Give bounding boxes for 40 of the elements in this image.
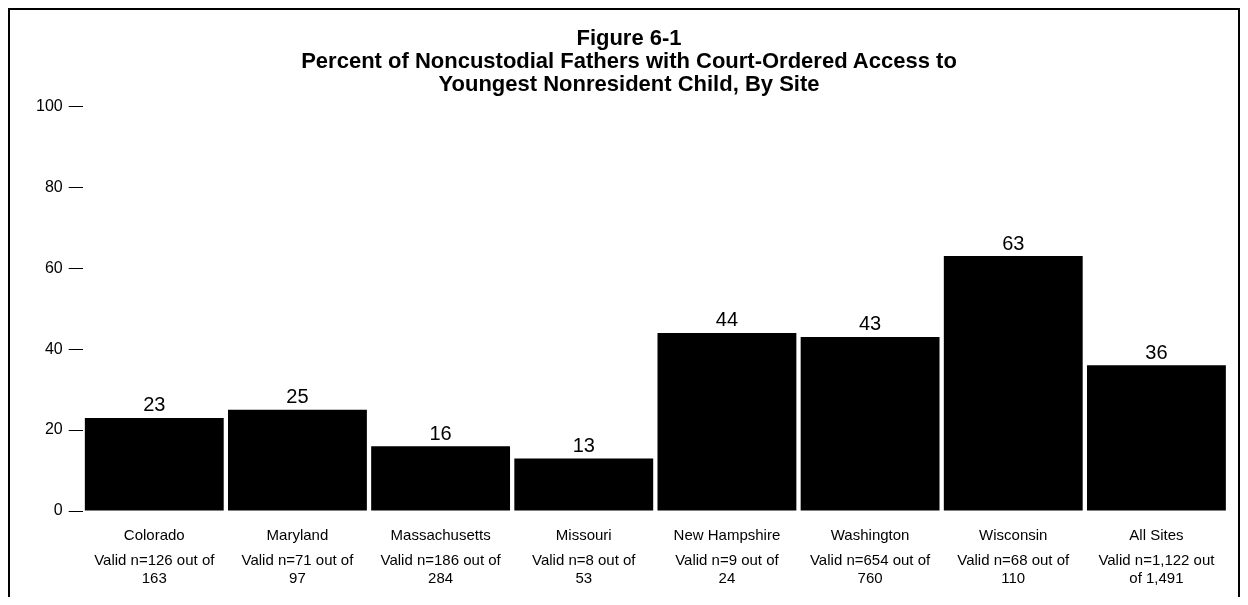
data-label: 44	[715, 308, 739, 331]
x-tick-label: Wisconsin	[979, 526, 1048, 544]
text: Valid n=654 out of 760	[809, 550, 932, 586]
y-tick-label: 80	[44, 177, 63, 195]
bar	[514, 458, 654, 511]
text: Valid n=9 out of 24	[675, 550, 780, 586]
chart-frame: Figure 6-1 Percent of Noncustodial Fathers with Court-Ordered Access to Youngest Nonresident Child, By Site Colorado Maryland Massachusetts Missouri New Hampshire Washington Wisconsin All Sites 0 20 40 60 80 100 23 25 16 13 44 43 63 36 Valid n=126 out of 163 Valid n=71 out of 97 Valid n=186 out of 284 Valid n=8 out of 53 Valid n=9 out of 24 Valid n=654 out of 760 Valid n=68 out of 110 Valid n=1,122 out of 1,491	[8, 8, 1240, 597]
x-tick-label: Missouri	[555, 526, 612, 544]
text: Valid n=186 out of 284	[380, 550, 502, 586]
data-label: 43	[858, 312, 882, 335]
bar	[84, 417, 224, 511]
y-tick-label: 40	[44, 339, 63, 357]
y-tick-label: 60	[44, 258, 63, 276]
data-label: 36	[1145, 340, 1168, 363]
x-tick-label: New Hampshire	[673, 526, 781, 544]
x-tick-label: Massachusetts	[390, 526, 491, 544]
text: Valid n=71 out of 97	[241, 550, 355, 586]
data-label: 23	[143, 393, 166, 416]
x-tick-label: All Sites	[1129, 526, 1184, 544]
text: Valid n=8 out of 53	[531, 550, 637, 586]
y-tick-label: 0	[53, 501, 63, 519]
bar	[657, 332, 797, 511]
data-label: 13	[572, 433, 595, 456]
data-label: 16	[429, 421, 452, 444]
bar	[228, 409, 367, 511]
chart-title: Figure 6-1 Percent of Noncustodial Fathers with Court-Ordered Access to Youngest Nonresident Child, By Site	[301, 24, 957, 96]
bar	[371, 446, 511, 511]
y-tick-label: 20	[44, 420, 63, 438]
bar	[1086, 365, 1226, 511]
text: Valid n=126 out of 163	[94, 550, 216, 586]
x-tick-label: Colorado	[123, 526, 185, 544]
data-label: 63	[1002, 231, 1025, 254]
bar	[943, 256, 1083, 511]
y-tick-label: 100	[35, 96, 63, 114]
bar	[800, 336, 940, 511]
text: Valid n=1,122 out of 1,491	[1098, 550, 1216, 586]
x-tick-label: Maryland	[266, 526, 329, 544]
text: Valid n=68 out of 110	[957, 550, 1071, 586]
x-tick-label: Washington	[830, 526, 910, 544]
data-label: 25	[286, 385, 309, 408]
